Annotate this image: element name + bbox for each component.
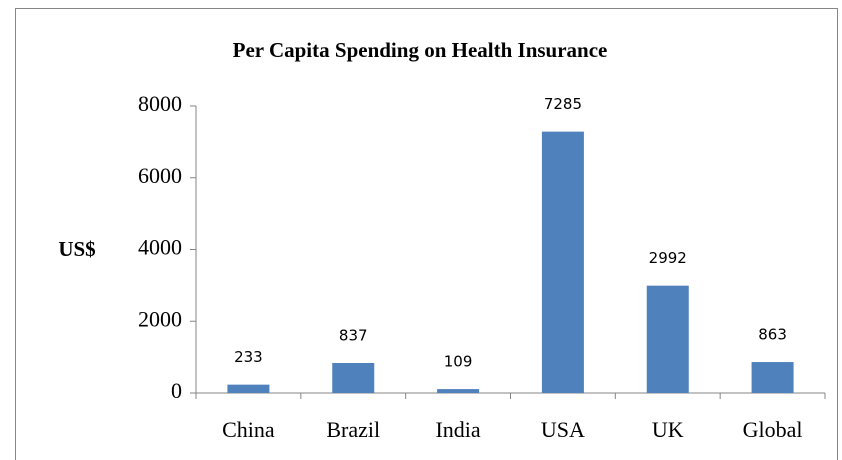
y-axis-label: US$ — [58, 237, 95, 261]
y-tick-label: 6000 — [138, 163, 182, 188]
y-tick-label: 4000 — [138, 235, 182, 260]
chart-title: Per Capita Spending on Health Insurance — [233, 38, 608, 62]
bar — [541, 131, 584, 393]
y-tick-label: 2000 — [138, 306, 182, 331]
bar — [646, 285, 689, 393]
data-label: 837 — [339, 326, 368, 344]
y-tick-label: 0 — [171, 378, 182, 403]
bar — [751, 362, 794, 393]
x-tick-label: China — [222, 417, 275, 442]
x-tick-label: Brazil — [326, 417, 380, 442]
x-tick-label: UK — [652, 417, 684, 442]
data-label: 109 — [444, 353, 473, 371]
y-tick-label: 8000 — [138, 91, 182, 116]
chart-border — [15, 8, 838, 460]
x-tick-label: India — [435, 417, 480, 442]
data-label: 863 — [758, 326, 787, 344]
data-label: 233 — [234, 348, 263, 366]
bar — [227, 384, 270, 393]
data-label: 2992 — [649, 249, 687, 267]
data-label: 7285 — [544, 95, 582, 113]
bar — [437, 389, 480, 393]
x-tick-label: USA — [541, 417, 585, 442]
x-tick-label: Global — [743, 417, 803, 442]
bar — [332, 362, 375, 393]
